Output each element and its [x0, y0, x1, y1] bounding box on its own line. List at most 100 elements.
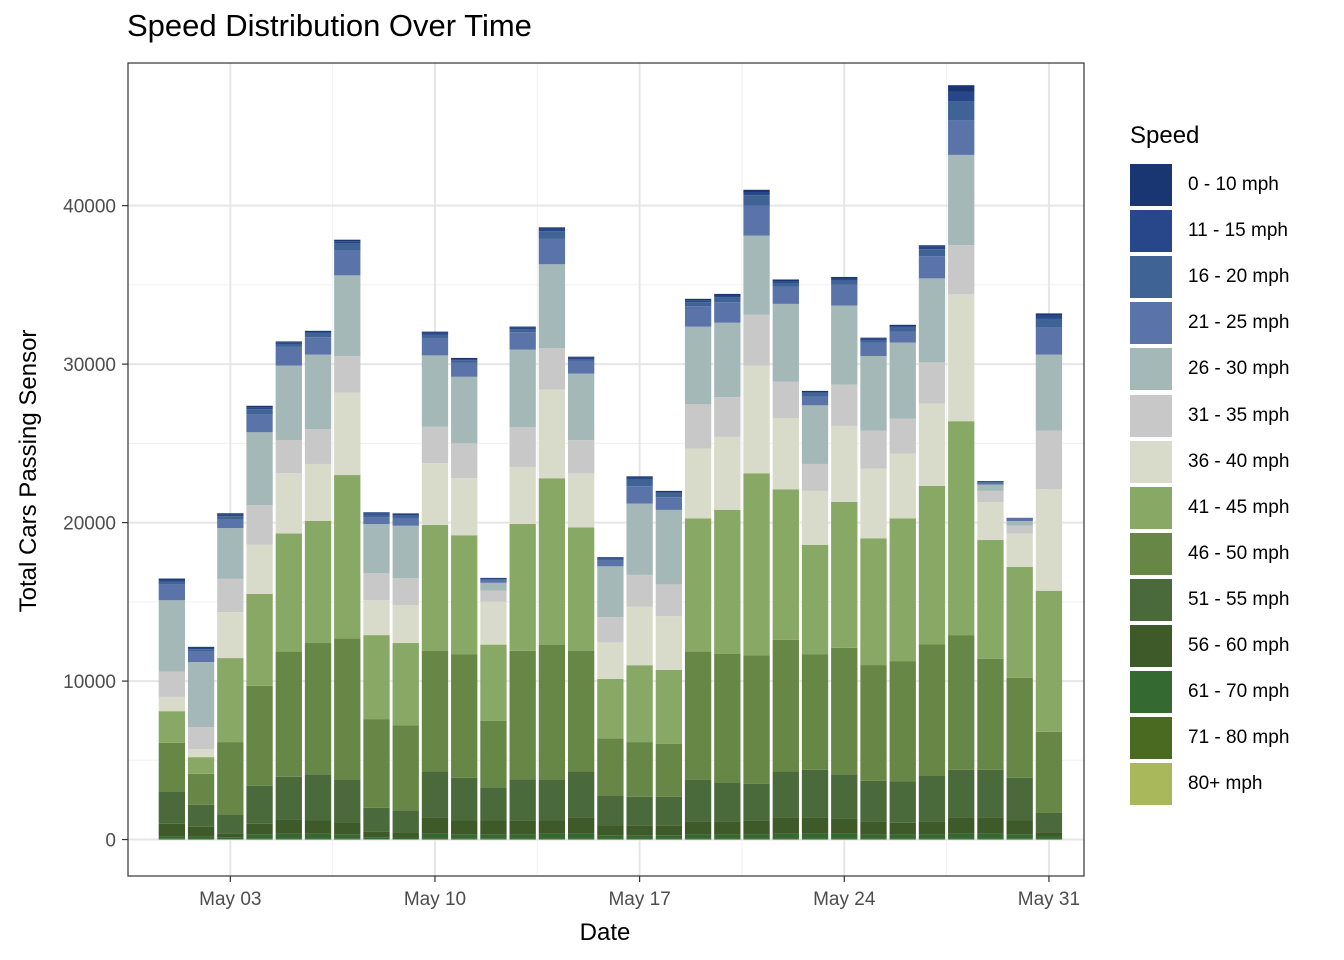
bar-segment	[831, 818, 858, 834]
legend-swatch	[1130, 578, 1172, 621]
bar-segment	[363, 573, 390, 601]
bar-segment	[538, 779, 566, 821]
bar-segment	[304, 337, 332, 355]
bar-segment	[334, 241, 361, 244]
bar-segment	[217, 612, 244, 659]
y-tick-label: 40000	[63, 197, 116, 218]
bar-segment	[304, 354, 332, 430]
bar-segment	[246, 405, 273, 408]
bar-segment	[1006, 521, 1033, 526]
bar-segment	[743, 838, 770, 840]
legend-item: 41 - 45 mph	[1130, 485, 1289, 531]
bar-segment	[801, 405, 829, 464]
y-tick-label: 10000	[63, 672, 116, 693]
bar-segment	[626, 606, 653, 666]
bar-segment	[714, 397, 741, 437]
bar-segment	[217, 578, 244, 613]
bar-segment	[831, 501, 858, 648]
bar-segment	[334, 838, 361, 840]
bar-segment	[831, 838, 858, 840]
bar-segment	[714, 821, 741, 835]
bar-segment	[889, 331, 916, 343]
bar-segment	[1006, 533, 1033, 567]
bar-segment	[538, 820, 566, 834]
bar-segment	[451, 443, 478, 479]
bar-segment	[626, 665, 653, 743]
y-axis-label: Total Cars Passing Sensor	[15, 330, 42, 613]
bar-segment	[158, 823, 186, 837]
bar-segment	[918, 838, 946, 840]
bar-segment	[1006, 838, 1033, 840]
bar-segment	[421, 817, 449, 834]
bar-segment	[1035, 318, 1063, 328]
bar-segment	[714, 838, 741, 840]
bar-segment	[392, 513, 419, 515]
bar-segment	[714, 293, 741, 296]
bar-segment	[158, 584, 186, 601]
bar-segment	[363, 514, 390, 518]
legend-swatch	[1130, 394, 1172, 437]
bar-segment	[831, 384, 858, 426]
bar-segment	[567, 359, 595, 361]
bar-segment	[538, 348, 566, 390]
bar-segment	[187, 662, 215, 728]
bar-segment	[597, 560, 624, 567]
bar-segment	[860, 342, 887, 357]
bar-segment	[948, 154, 975, 246]
legend-item: 0 - 10 mph	[1130, 162, 1289, 208]
bar-segment	[597, 642, 624, 679]
bar-segment	[743, 314, 770, 366]
bar-segment	[538, 231, 566, 239]
bar-segment	[217, 837, 244, 840]
legend-item: 80+ mph	[1130, 761, 1289, 807]
bar-segment	[1035, 489, 1063, 591]
bar-segment	[831, 425, 858, 502]
bar-segment	[801, 390, 829, 393]
bar-segment	[509, 838, 536, 840]
bar-segment	[538, 264, 566, 349]
bar-segment	[655, 825, 683, 836]
bar-segment	[772, 281, 799, 283]
bar-segment	[860, 538, 887, 666]
bar-segment	[889, 327, 916, 332]
bar-segment	[889, 822, 916, 835]
bar-segment	[860, 834, 887, 839]
legend-item: 31 - 35 mph	[1130, 392, 1289, 438]
bar-segment	[451, 360, 478, 363]
bar-segment	[1035, 838, 1063, 840]
bar-segment	[187, 757, 215, 774]
bar-segment	[714, 436, 741, 510]
bar-segment	[363, 837, 390, 840]
bar-segment	[714, 834, 741, 839]
y-tick-label: 30000	[63, 355, 116, 376]
bar-segment	[597, 678, 624, 739]
bar-segment	[1035, 836, 1063, 839]
bar-segment	[714, 302, 741, 323]
bar-segment	[567, 373, 595, 441]
bar-segment	[392, 525, 419, 579]
bar-segment	[392, 725, 419, 811]
bar-segment	[363, 513, 390, 515]
legend-label: 26 - 30 mph	[1188, 358, 1290, 380]
bar-segment	[187, 804, 215, 827]
bar-segment	[801, 463, 829, 491]
bar-segment	[304, 774, 332, 821]
bar-segment	[1006, 834, 1033, 839]
bar-segment	[158, 671, 186, 697]
bar-segment	[626, 825, 653, 836]
bar-segment	[304, 332, 332, 334]
bar-segment	[714, 509, 741, 654]
bar-segment	[567, 650, 595, 772]
legend-swatch	[1130, 624, 1172, 667]
bar-segment	[392, 518, 419, 526]
x-tick-label: May 31	[1018, 889, 1080, 910]
bar-segment	[801, 393, 829, 397]
legend-swatch	[1130, 348, 1172, 391]
bar-segment	[597, 825, 624, 836]
bar-segment	[187, 651, 215, 663]
bar-segment	[538, 389, 566, 479]
bar-segment	[626, 479, 653, 487]
y-tick-label: 20000	[63, 514, 116, 535]
bar-segment	[567, 838, 595, 840]
bar-segment	[655, 497, 683, 510]
